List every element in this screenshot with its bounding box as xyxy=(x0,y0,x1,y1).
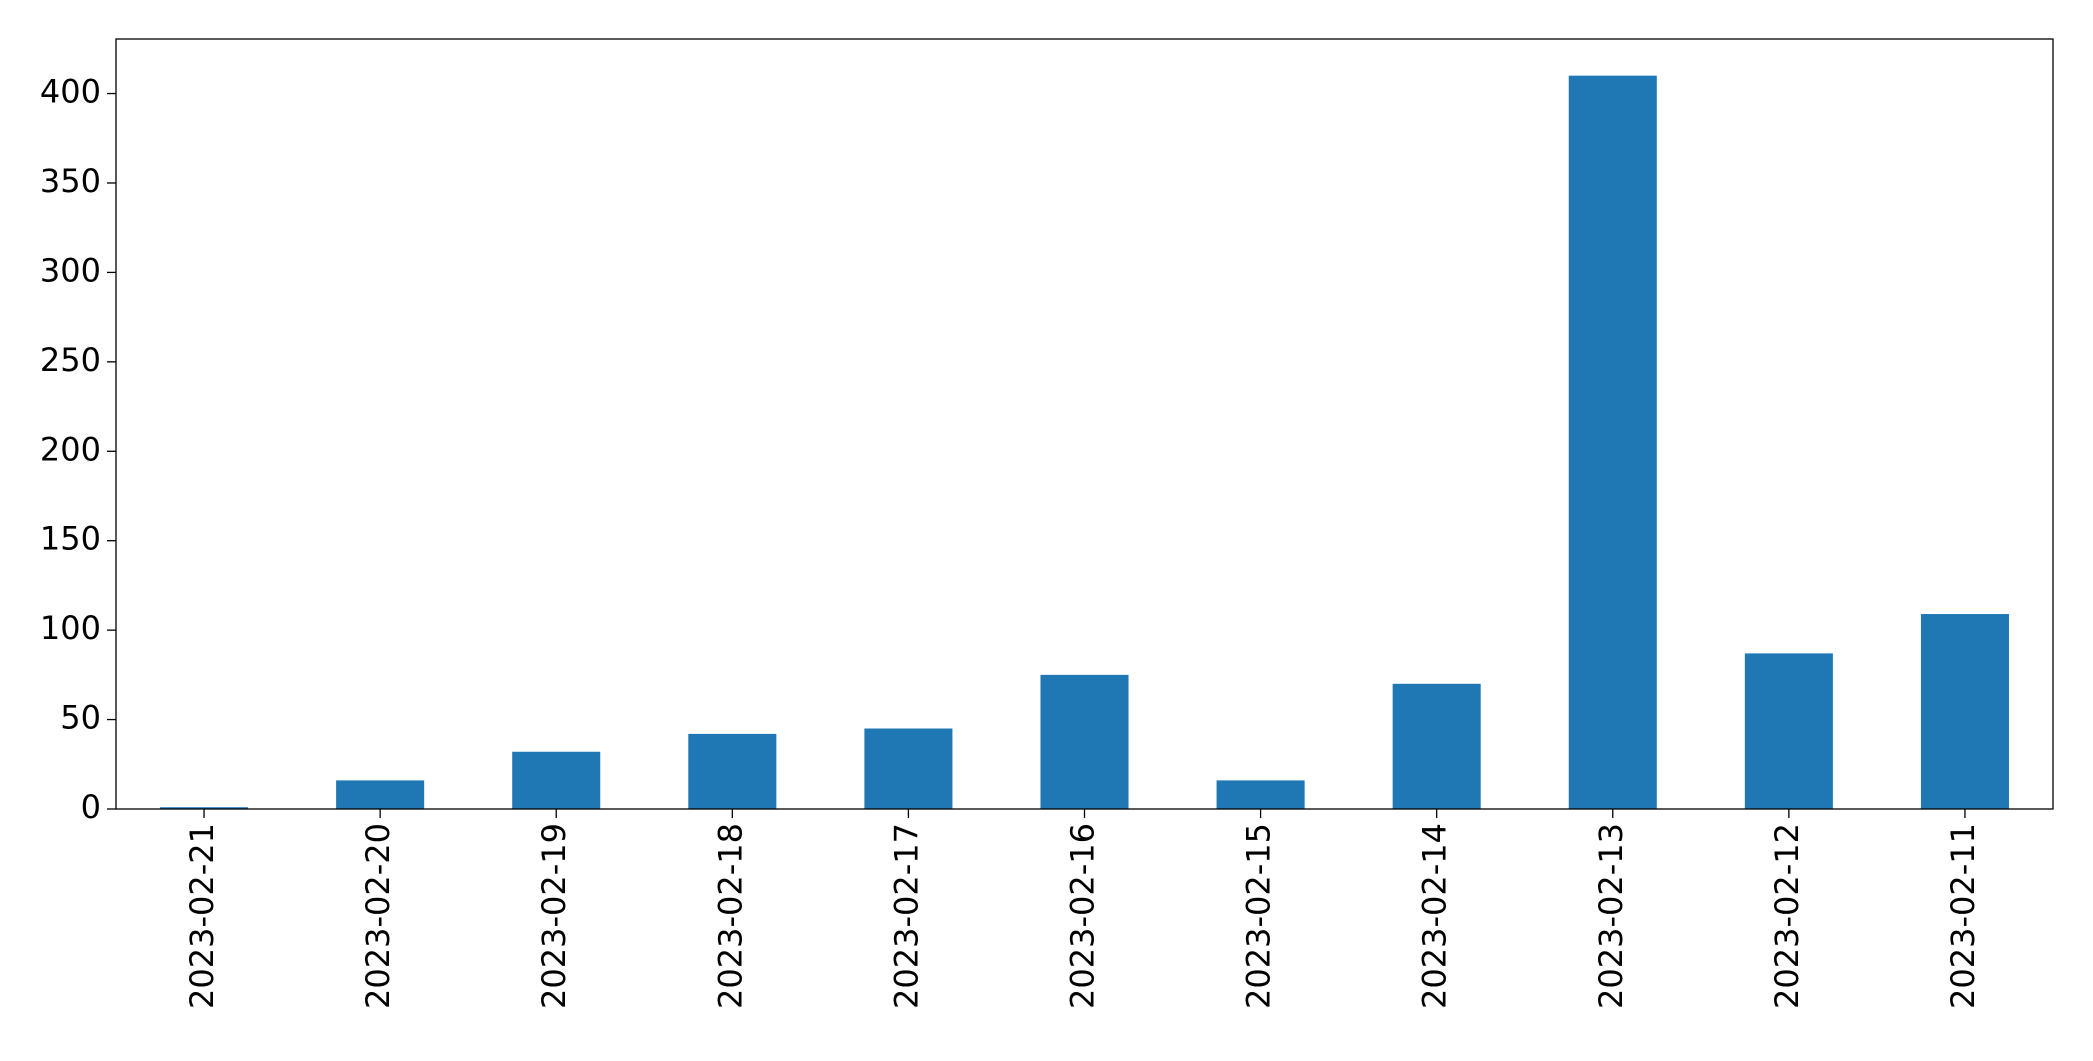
x-tick-label: 2023-02-13 xyxy=(1592,823,1630,1009)
bar xyxy=(336,780,425,809)
x-tick-label: 2023-02-19 xyxy=(535,823,573,1009)
x-tick-label: 2023-02-21 xyxy=(183,823,221,1009)
x-tick-label: 2023-02-16 xyxy=(1064,823,1102,1009)
bar xyxy=(1568,75,1657,809)
y-tick-label: 300 xyxy=(40,251,101,289)
y-tick-label: 100 xyxy=(40,609,101,647)
bar xyxy=(688,733,777,809)
x-tick-label: 2023-02-15 xyxy=(1240,823,1278,1009)
bar xyxy=(1040,674,1129,809)
y-tick-label: 250 xyxy=(40,341,101,379)
bar xyxy=(1920,614,2009,809)
plot-frame xyxy=(115,38,2054,810)
y-tick-label: 400 xyxy=(40,73,101,111)
bar xyxy=(1744,653,1833,809)
x-tick-label: 2023-02-12 xyxy=(1768,823,1806,1009)
x-tick-label: 2023-02-14 xyxy=(1416,823,1454,1009)
x-tick-label: 2023-02-17 xyxy=(887,823,925,1009)
bar xyxy=(160,807,249,809)
y-tick-label: 50 xyxy=(60,699,101,737)
bar xyxy=(512,751,601,809)
y-tick-label: 0 xyxy=(81,788,101,826)
x-tick-label: 2023-02-20 xyxy=(359,823,397,1009)
x-tick-label: 2023-02-11 xyxy=(1944,823,1982,1009)
bar xyxy=(864,728,953,809)
bar xyxy=(1216,780,1305,809)
y-tick-label: 200 xyxy=(40,430,101,468)
y-tick-label: 350 xyxy=(40,162,101,200)
x-tick-label: 2023-02-18 xyxy=(711,823,749,1009)
y-tick-label: 150 xyxy=(40,520,101,558)
bar xyxy=(1392,683,1481,809)
